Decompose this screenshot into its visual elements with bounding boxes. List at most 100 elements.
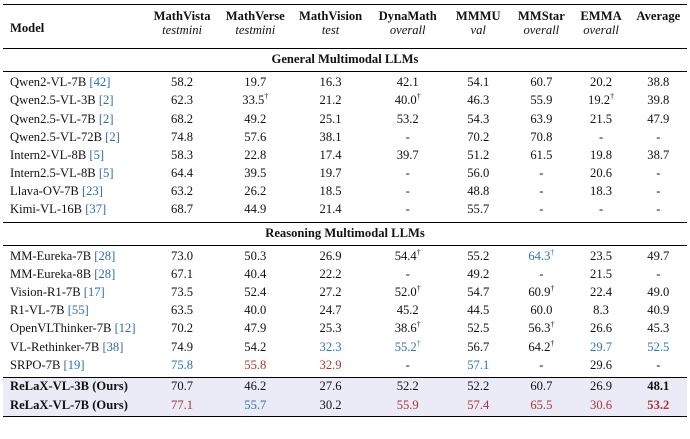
header-mathvista: MathVista testmini — [145, 4, 219, 49]
cell: 53.2 — [396, 111, 419, 126]
model-name: Kimi-VL-16B [37] — [10, 202, 107, 217]
cell: - — [405, 202, 410, 217]
cell: - — [656, 357, 661, 372]
citation-link[interactable]: [55] — [67, 303, 89, 318]
citation-link[interactable]: [5] — [89, 147, 105, 162]
cell: 54.7 — [467, 285, 490, 300]
model-name: ReLaX-VL-3B (Ours) — [3, 376, 146, 397]
cell: 49.2 — [467, 266, 490, 281]
ours-row: ReLaX-VL-7B (Ours) 77.1 55.7 30.2 55.9 5… — [3, 396, 687, 417]
cell: 49.7 — [629, 244, 687, 266]
cell: 64.4 — [171, 166, 194, 181]
cell: 73.0 — [145, 244, 219, 266]
cell: 52.2 — [446, 376, 511, 397]
header-mathverse: MathVerse testmini — [218, 4, 292, 49]
cell: - — [539, 266, 544, 281]
cell: 30.2 — [291, 396, 370, 417]
cell: 67.1 — [171, 266, 194, 281]
citation-link[interactable]: [37] — [85, 202, 107, 217]
cell: 16.3 — [291, 71, 370, 93]
cell: 22.8 — [244, 147, 267, 162]
cell: 18.5 — [319, 184, 342, 199]
citation-link[interactable]: [38] — [102, 339, 124, 354]
citation-link[interactable]: [28] — [94, 266, 116, 281]
cell: 21.2 — [319, 93, 342, 108]
cell: 63.9 — [530, 111, 553, 126]
table-row: Qwen2.5-VL-72B [2] 74.8 57.6 38.1 - 70.2… — [3, 129, 687, 147]
cell: 61.5 — [530, 147, 553, 162]
cell: 8.3 — [593, 303, 609, 318]
cell: 17.4 — [319, 147, 342, 162]
model-name: Qwen2.5-VL-72B [2] — [10, 129, 120, 144]
cell: 48.8 — [467, 184, 490, 199]
section-title: Reasoning Multimodal LLMs — [3, 221, 687, 245]
cell: 62.3 — [171, 93, 194, 108]
citation-link[interactable]: [19] — [63, 357, 85, 372]
model-name: Qwen2.5-VL-3B [2] — [10, 93, 114, 108]
cell: 68.7 — [171, 202, 194, 217]
section-title: General Multimodal LLMs — [3, 48, 687, 72]
cell: 40.4 — [244, 266, 267, 281]
model-name: Vision-R1-7B [17] — [10, 285, 105, 300]
model-name: OpenVLThinker-7B [12] — [10, 321, 136, 336]
cell: 23.5 — [572, 244, 630, 266]
cell: 33.5† — [242, 92, 269, 108]
dagger-mark: † — [550, 284, 555, 294]
citation-link[interactable]: [17] — [83, 285, 105, 300]
cell: 58.2 — [145, 71, 219, 93]
model-name: R1-VL-7B [55] — [10, 303, 89, 318]
cell: 42.1 — [369, 71, 447, 93]
cell: 60.7 — [510, 71, 573, 93]
cell: 26.6 — [590, 321, 613, 336]
cell: - — [598, 129, 604, 144]
cell: 52.4 — [244, 285, 267, 300]
cell: 39.7 — [396, 147, 419, 162]
citation-link[interactable]: [2] — [98, 111, 114, 126]
cell: 18.3 — [590, 184, 613, 199]
cell: 56.0 — [467, 166, 490, 181]
cell: 70.2 — [467, 129, 490, 144]
cell: 32.9 — [319, 357, 342, 372]
table-row: Llava-OV-7B [23] 63.2 26.2 18.5 - 48.8 -… — [3, 183, 687, 201]
header-emma: EMMA overall — [572, 4, 630, 49]
cell: 38.6† — [394, 320, 421, 336]
cell: 77.1 — [145, 396, 219, 417]
cell: - — [656, 266, 661, 281]
citation-link[interactable]: [5] — [98, 166, 114, 181]
cell: 48.1 — [629, 376, 687, 397]
citation-link[interactable]: [23] — [81, 184, 103, 199]
citation-link[interactable]: [12] — [114, 321, 136, 336]
cell: 70.7 — [145, 376, 219, 397]
table-row: MM-Eureka-8B [28] 67.1 40.4 22.2 - 49.2 … — [3, 266, 687, 284]
cell: 40.0† — [394, 92, 421, 108]
cell: 70.2 — [171, 321, 194, 336]
cell: 26.9 — [572, 376, 630, 397]
header-row: Model MathVista testmini MathVerse testmin… — [3, 4, 687, 49]
cell: 63.2 — [171, 184, 194, 199]
table-row: MM-Eureka-7B [28] 73.0 50.3 26.9 54.4† 5… — [3, 244, 687, 266]
cell: 55.9 — [369, 396, 447, 417]
dagger-mark: † — [416, 247, 421, 257]
cell: 52.5 — [647, 339, 670, 354]
cell: 60.0 — [530, 303, 553, 318]
cell: 54.4† — [369, 244, 447, 266]
cell: 22.4 — [590, 285, 613, 300]
citation-link[interactable]: [28] — [94, 248, 116, 263]
cell: - — [539, 357, 544, 372]
cell: 25.1 — [319, 111, 342, 126]
citation-link[interactable]: [2] — [105, 129, 120, 144]
section-header: General Multimodal LLMs — [3, 48, 687, 72]
cell: 46.2 — [218, 376, 292, 397]
cell: 29.6 — [590, 357, 613, 372]
citation-link[interactable]: [42] — [89, 75, 111, 90]
model-name: SRPO-7B [19] — [10, 357, 85, 372]
cell: 56.3† — [528, 320, 555, 336]
citation-link[interactable]: [2] — [98, 93, 114, 108]
header-mathvision: MathVision test — [291, 4, 370, 49]
cell: 73.5 — [171, 285, 194, 300]
cell: 19.7 — [319, 166, 342, 181]
cell: 19.8 — [590, 147, 613, 162]
cell: 44.5 — [467, 303, 490, 318]
cell: 68.2 — [171, 111, 194, 126]
cell: 19.2† — [588, 92, 615, 108]
